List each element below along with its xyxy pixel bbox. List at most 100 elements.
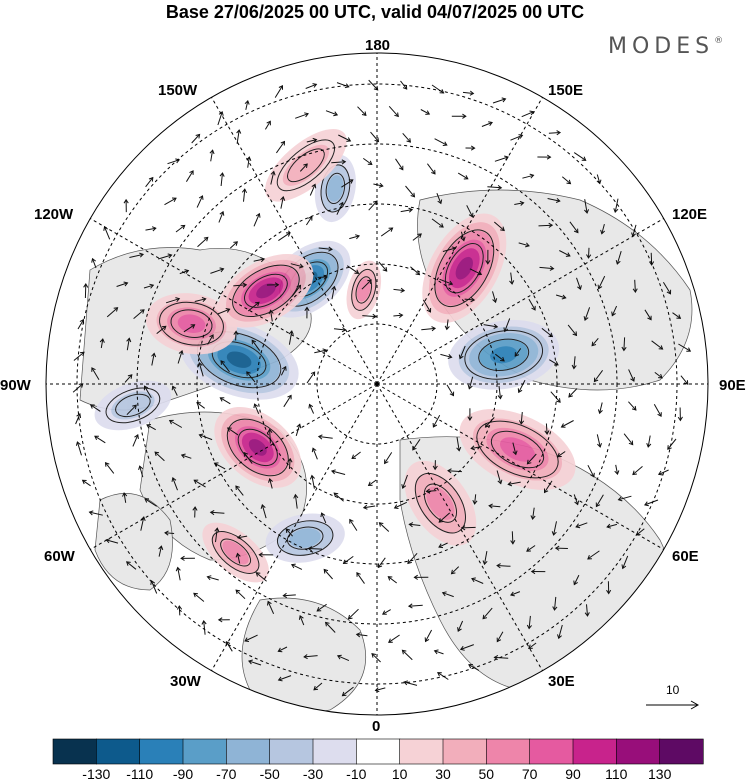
wind-arrowhead [591,341,597,347]
wind-arrowhead [378,182,384,188]
wind-arrowhead [378,522,384,527]
wind-arrow [306,371,316,384]
wind-arrowhead [282,592,288,599]
wind-arrow [426,163,436,175]
wind-arrowhead [611,311,616,317]
wind-arrow [126,404,137,416]
wind-arrow [373,183,383,187]
wind-arrow [75,413,81,425]
colorbar-tick-label: 90 [565,766,581,782]
wind-arrow [446,384,454,396]
wind-arrow [331,286,335,300]
lon-label-120w: 120W [34,206,74,223]
wind-arrow [323,569,333,580]
wind-arrowhead [408,522,414,528]
wind-arrow [351,451,361,459]
wind-arrowhead [402,84,408,90]
wind-arrow [434,138,448,146]
wind-arrow [337,655,350,662]
wind-arrowhead [367,279,372,285]
wind-arrowhead [260,504,266,509]
wind-arrow [368,479,377,486]
wind-arrow [290,263,304,268]
wind-arrow [156,325,167,334]
wind-arrow [492,98,506,104]
wind-arrowhead [255,572,261,577]
wind-arrow [618,495,632,501]
wind-arrowhead [531,305,536,311]
wind-arrowhead [176,605,183,610]
wind-arrowhead [449,391,455,397]
positive-anomaly [218,254,314,328]
wind-arrowhead [139,252,145,258]
wind-arrowhead [400,287,406,293]
colorbar-tick-label: 30 [435,766,451,782]
wind-arrow [246,371,256,383]
wind-arrowhead [546,154,552,160]
wind-arrowhead [75,441,81,446]
wind-arrow [82,479,91,487]
wind-arrowhead [666,289,672,295]
wind-arrow [275,141,285,154]
wind-arrow [606,523,618,528]
wind-arrowhead [606,589,612,595]
wind-arrowhead [91,257,96,263]
wind-arrow [270,171,275,185]
wind-arrowhead [497,479,503,485]
wind-arrowhead [242,282,248,288]
wind-arrowhead [528,644,533,650]
wind-arrow [191,134,200,144]
wind-arrowhead [426,307,432,313]
wind-arrow [538,224,553,227]
wind-arrowhead [631,405,637,411]
wind-arrow [387,576,398,584]
wind-arrowhead [217,617,223,623]
wind-arrow [461,526,476,529]
wind-arrowhead [341,691,347,697]
wind-arrow [498,385,501,399]
wind-arrow [362,315,377,318]
wind-arrow [510,591,521,596]
wind-arrowhead [235,552,241,558]
wind-arrowhead [267,600,272,606]
wind-arrowhead [209,509,215,516]
wind-arrow [357,106,367,116]
wind-arrowhead [526,624,532,630]
wind-arrow [73,351,85,361]
wind-arrow [405,185,415,198]
wind-arrowhead [647,315,652,321]
wind-arrowhead [132,404,137,410]
wind-arrowhead [468,212,474,218]
wind-arrowhead [544,488,549,494]
wind-arrow [146,424,156,431]
lon-label-150e: 150E [548,82,584,99]
wind-arrowhead [226,427,232,432]
wind-arrow [601,223,605,234]
wind-arrow [432,414,441,428]
wind-arrow [285,528,293,537]
wind-arrowhead [127,374,133,379]
wind-arrow [236,129,240,144]
streamline [211,531,260,574]
colorbar-tick-label: 110 [605,766,628,782]
wind-arrow [92,258,97,269]
wind-arrowhead [311,447,317,453]
wind-arrowhead [367,481,373,487]
wind-arrow [528,615,531,629]
colorbar-tick-label: 10 [391,766,408,782]
wind-arrowhead [161,325,167,331]
wind-arrowhead [83,283,89,288]
wind-arrow [598,275,606,289]
wind-arrowhead [530,568,536,575]
wind-arrowhead [382,267,388,272]
wind-arrowhead [584,209,590,214]
wind-arrow [106,307,118,318]
wind-arrow [308,548,323,550]
wind-arrow [539,266,554,270]
wind-arrowhead [613,208,619,214]
wind-arrow [567,324,577,336]
wind-arrow [123,492,127,503]
wind-arrow [280,196,284,209]
wind-arrow [342,686,354,697]
wind-arrow [237,553,241,564]
